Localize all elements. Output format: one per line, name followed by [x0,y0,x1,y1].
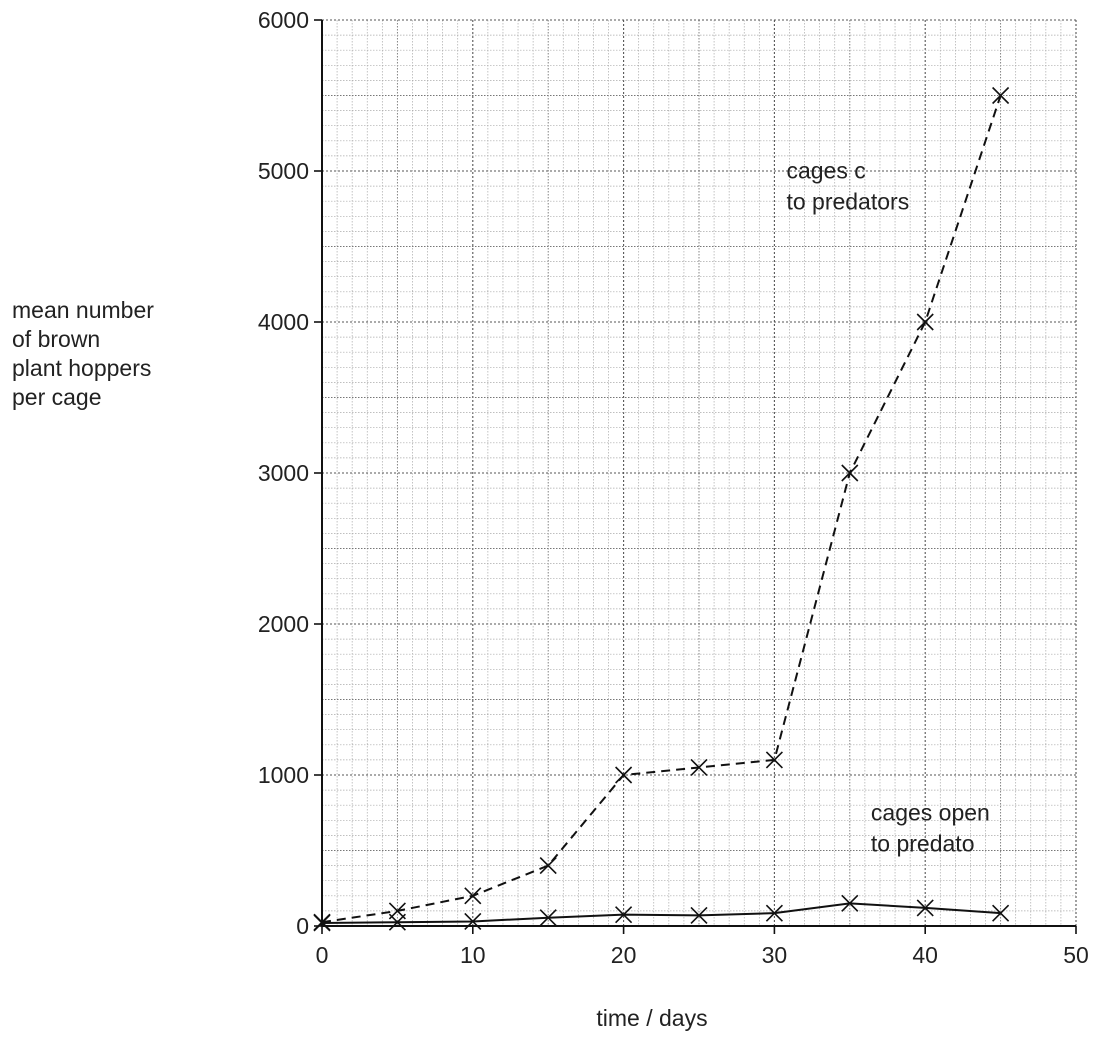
data-point-marker [690,906,708,924]
marker-stroke [690,758,708,777]
data-point-marker [916,899,934,917]
marker-stroke [464,912,482,931]
data-point-marker [841,464,859,482]
x-tick-label: 30 [762,942,788,968]
data-point-marker [690,758,708,777]
y-tick-label: 6000 [258,7,309,33]
marker-stroke [992,86,1010,105]
marker-stroke [690,906,708,924]
chart-grid [321,19,1077,927]
marker-stroke [992,904,1010,922]
data-point-marker [992,86,1010,105]
annotation-2-line-2: to predato [871,830,975,856]
data-point-marker [539,857,557,875]
y-axis-label-line-3: plant hoppers [12,355,152,381]
data-point-marker [388,913,406,931]
x-tick-label: 40 [912,942,938,968]
data-point-marker [765,751,783,769]
chart-series [313,86,1010,932]
y-tick-label: 4000 [258,309,309,335]
y-axis-label-line-2: of brown [12,326,101,352]
marker-stroke [539,909,557,927]
data-point-marker [615,906,633,924]
series-line-1 [321,95,1002,924]
data-point-marker [916,313,934,331]
annotation-1-line-2: to predators [786,189,909,215]
y-axis-label: mean number of brown plant hoppers per c… [12,296,232,412]
marker-stroke [313,914,331,932]
series-line-2 [321,902,1001,924]
marker-stroke [765,751,783,769]
data-point-marker [841,894,859,912]
marker-stroke [916,899,934,917]
annotation-1-line-1: cages c [786,158,865,184]
y-tick-label: 2000 [258,611,309,637]
data-point-marker [464,912,482,931]
chart-annotations: cages c to predators cages open to predato [786,158,989,857]
marker-stroke [765,904,783,922]
x-tick-label: 0 [316,942,329,968]
x-tick-label: 50 [1063,942,1089,968]
data-point-marker [464,887,482,905]
marker-stroke [388,913,406,931]
marker-stroke [916,313,934,331]
y-tick-label: 1000 [258,762,309,788]
data-point-marker [313,914,331,932]
tick-labels: 0 10 20 30 40 50 0 1000 2000 3000 4000 5000 6000 [258,7,1089,968]
y-tick-label: 3000 [258,460,309,486]
data-point-marker [539,909,557,927]
y-tick-label: 0 [296,913,309,939]
marker-stroke [615,766,633,784]
annotation-2-line-1: cages open [871,799,990,825]
marker-stroke [464,887,482,905]
marker-stroke [841,464,859,482]
x-tick-label: 20 [611,942,637,968]
chart-axes [314,19,1077,934]
x-axis-label: time / days [596,1005,707,1031]
y-axis-label-line-4: per cage [12,384,102,410]
y-axis-label-line-1: mean number [12,297,154,323]
y-tick-label: 5000 [258,158,309,184]
data-point-marker [615,766,633,784]
marker-stroke [539,857,557,875]
marker-stroke [615,906,633,924]
data-point-marker [992,904,1010,922]
x-tick-label: 10 [460,942,486,968]
data-point-marker [765,904,783,922]
marker-stroke [841,894,859,912]
